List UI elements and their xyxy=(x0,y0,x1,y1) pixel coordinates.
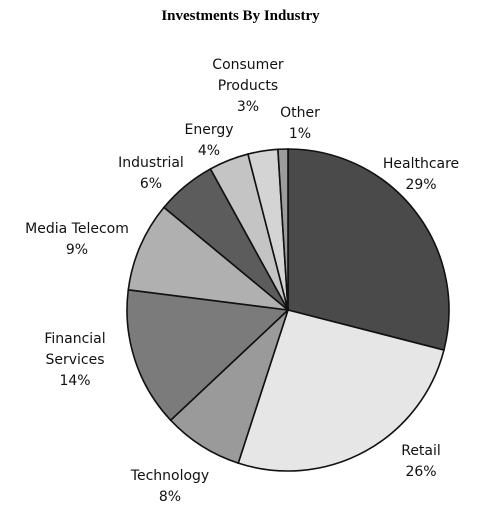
slice-label-technology: Technology 8% xyxy=(130,468,209,505)
slice-label-other: Other 1% xyxy=(280,105,320,142)
slice-label-healthcare: Healthcare 29% xyxy=(383,156,459,193)
slice-label-media-telecom: Media Telecom 9% xyxy=(25,221,129,258)
chart-title: Investments By Industry xyxy=(161,8,320,24)
slice-label-retail: Retail 26% xyxy=(401,443,441,480)
slice-label-industrial: Industrial 6% xyxy=(118,155,184,192)
slice-other xyxy=(277,148,289,311)
slice-media-telecom xyxy=(127,206,291,312)
slice-healthcare xyxy=(287,148,450,352)
slice-label-energy: Energy 4% xyxy=(184,122,233,159)
slice-label-consumer-products: Consumer Products 3% xyxy=(212,57,284,115)
slice-label-financial-services: Financial Services 14% xyxy=(44,331,105,389)
slice-retail xyxy=(237,309,445,472)
slice-financial-services xyxy=(126,288,290,422)
